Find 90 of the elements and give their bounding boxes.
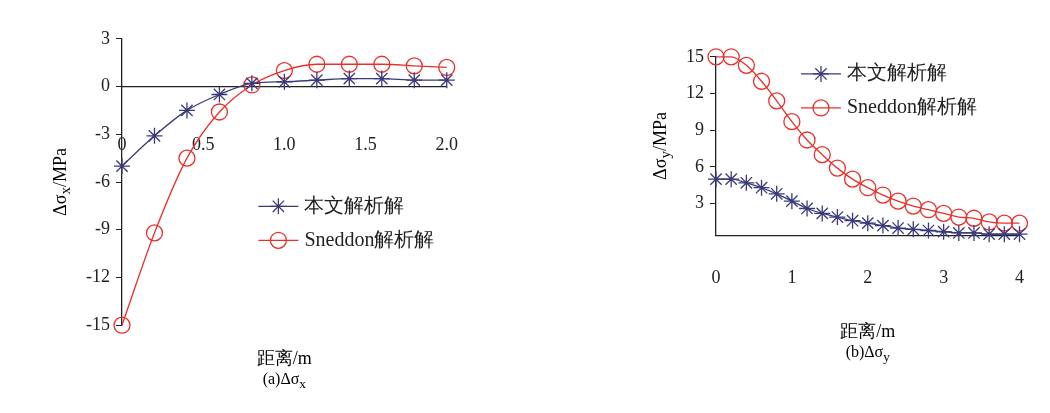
point <box>722 170 740 188</box>
point <box>707 170 725 188</box>
legend-label: 本文解析解 <box>304 193 405 216</box>
point <box>859 179 877 197</box>
point <box>752 179 771 197</box>
point <box>373 55 391 73</box>
y-tick-label: -15 <box>85 313 110 334</box>
point <box>113 316 131 334</box>
point <box>405 57 423 75</box>
y-tick-label: 0 <box>100 75 110 96</box>
x-tick-label: 1.0 <box>273 134 296 155</box>
x-tick-label: 2.0 <box>435 134 458 155</box>
y-tick-label: 12 <box>686 82 704 103</box>
point <box>904 197 922 215</box>
point <box>859 214 877 232</box>
point <box>950 224 968 242</box>
x-tick-label: 1.5 <box>354 134 377 155</box>
point <box>438 71 456 89</box>
y-tick-label: -3 <box>94 123 110 143</box>
point <box>783 192 801 210</box>
point <box>438 58 456 77</box>
point <box>934 223 953 241</box>
y-tick-label: 9 <box>695 118 704 139</box>
point <box>373 69 391 88</box>
point <box>995 214 1013 232</box>
point <box>340 55 358 73</box>
y-tick-label: -12 <box>85 266 110 287</box>
point <box>275 73 294 91</box>
point <box>828 159 847 177</box>
point <box>874 216 892 235</box>
point <box>980 213 998 231</box>
point <box>950 208 968 226</box>
legend-label: 本文解析解 <box>846 61 947 84</box>
point <box>145 224 164 242</box>
point <box>707 48 725 66</box>
point <box>828 208 847 226</box>
point <box>737 174 755 192</box>
point <box>1010 214 1029 232</box>
point <box>874 186 892 204</box>
point <box>934 204 953 223</box>
point <box>813 146 831 164</box>
y-tick-label: -6 <box>94 170 110 191</box>
x-tick-label: 2 <box>863 266 873 287</box>
y-tick-label: 15 <box>686 45 704 66</box>
point <box>980 225 998 243</box>
point <box>919 201 938 219</box>
x-tick-label: 0 <box>711 266 721 287</box>
text: (a)Δσ$_{x}$ <box>262 370 307 393</box>
point <box>113 157 131 175</box>
point <box>308 71 326 89</box>
point <box>722 48 740 66</box>
x-tick-label: 1 <box>787 266 797 287</box>
point <box>783 112 801 131</box>
text: (b)Δσ$_{y}$ <box>845 343 890 366</box>
x-axis-title: 距离/m <box>256 347 312 370</box>
point <box>995 225 1013 243</box>
point <box>210 103 229 121</box>
point <box>275 61 294 80</box>
point <box>965 224 983 242</box>
point <box>843 212 862 230</box>
point <box>752 72 771 90</box>
point <box>965 209 983 227</box>
x-axis-title: 距离/m <box>840 320 896 343</box>
point <box>768 92 786 110</box>
point <box>919 221 938 240</box>
point <box>813 204 831 223</box>
point <box>904 220 922 238</box>
point <box>145 127 164 145</box>
point <box>889 219 907 237</box>
point <box>405 71 423 89</box>
x-tick-label: 3 <box>939 266 949 287</box>
point <box>798 199 816 218</box>
point <box>768 185 786 203</box>
point <box>178 101 196 120</box>
point <box>889 192 907 210</box>
y-tick-label: 3 <box>695 192 704 213</box>
point <box>798 131 816 149</box>
point <box>210 85 229 104</box>
point <box>340 69 358 88</box>
point <box>178 149 196 167</box>
x-tick-label: 4 <box>1015 266 1024 287</box>
y-tick-label: 6 <box>695 155 704 176</box>
legend-label: Sneddon解析解 <box>846 95 977 118</box>
point <box>1010 225 1029 243</box>
point <box>843 170 862 188</box>
point <box>737 56 755 75</box>
y-tick-label: -9 <box>94 218 110 239</box>
point <box>308 55 326 73</box>
y-tick-label: 3 <box>100 27 110 48</box>
legend-label: Sneddon解析解 <box>304 227 435 250</box>
